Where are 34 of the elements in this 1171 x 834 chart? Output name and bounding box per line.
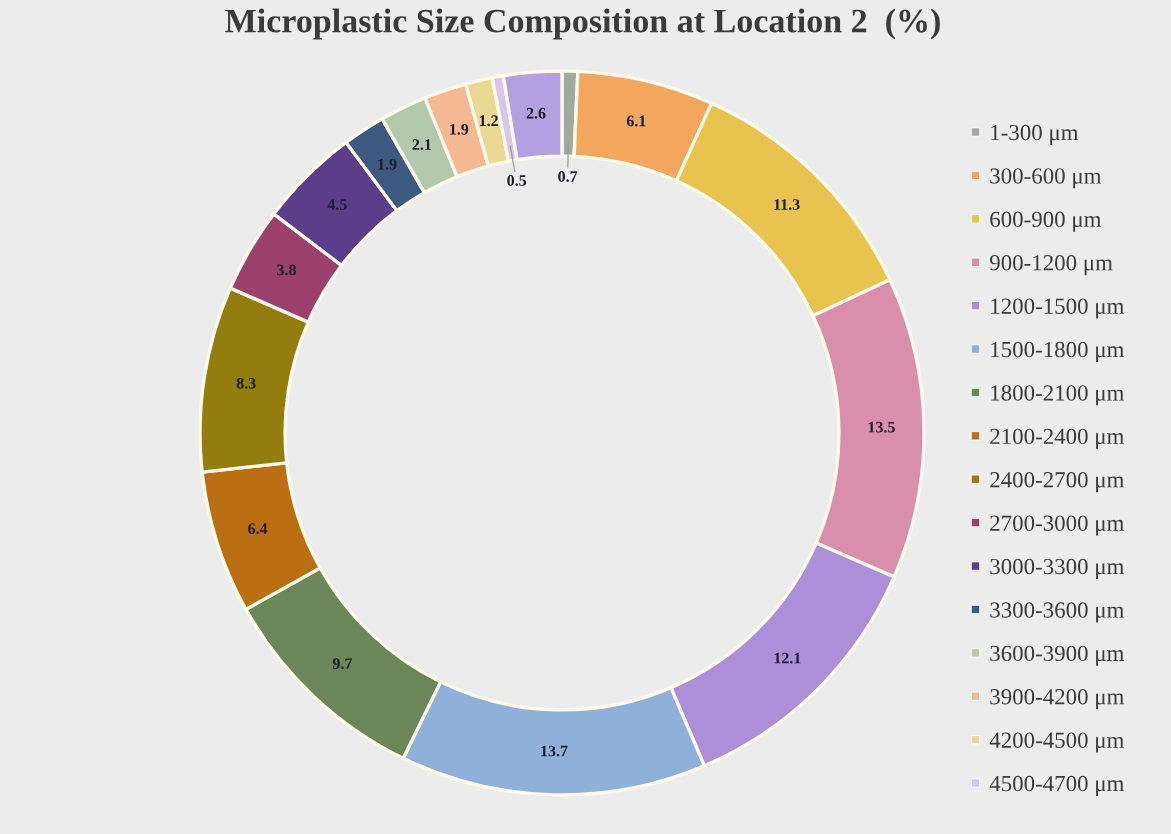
legend-label: 4200-4500 μm: [989, 732, 1125, 753]
data-label: 11.3: [774, 199, 800, 210]
legend-label: 3900-4200 μm: [990, 689, 1125, 710]
data-label: 1.9: [450, 123, 469, 135]
data-label: 3.8: [277, 264, 296, 276]
legend-label: 2100-2400 μm: [990, 428, 1125, 449]
legend-label: 1-300 μm: [991, 124, 1079, 145]
data-label: 13.7: [541, 745, 568, 757]
data-label: 0.7: [558, 171, 578, 182]
legend-label: 4500-4700 μm: [989, 775, 1125, 796]
legend-label: 3000-3300 μm: [990, 558, 1125, 579]
data-label: 9.7: [332, 658, 352, 670]
legend-label: 300-600 μm: [990, 168, 1102, 189]
legend-label: 600-900 μm: [990, 211, 1102, 232]
data-label: 1.2: [479, 115, 498, 127]
data-label: 0.5: [507, 175, 527, 186]
data-label: 1.9: [378, 158, 397, 170]
legend-label: 1200-1500 μm: [991, 298, 1125, 319]
legend-label: 1500-1800 μm: [991, 341, 1125, 362]
data-label: 2.6: [526, 107, 546, 119]
legend-label: 3300-3600 μm: [990, 602, 1125, 623]
data-label: 2.1: [412, 139, 431, 150]
data-label: 13.5: [868, 421, 895, 433]
legend-label: 2400-2700 μm: [990, 472, 1125, 493]
legend-label: 1800-2100 μm: [991, 385, 1125, 406]
legend-label: 3600-3900 μm: [990, 645, 1125, 666]
data-label: 8.3: [236, 377, 256, 389]
data-label: 4.5: [327, 199, 347, 210]
data-label: 6.4: [248, 523, 268, 535]
chart-title: Microplastic Size Composition at Location 2 (%): [225, 8, 940, 40]
legend-label: 900-1200 μm: [989, 255, 1113, 276]
data-label: 6.1: [626, 115, 646, 127]
data-label: 12.1: [774, 652, 801, 664]
legend-label: 2700-3000 μm: [990, 515, 1125, 536]
